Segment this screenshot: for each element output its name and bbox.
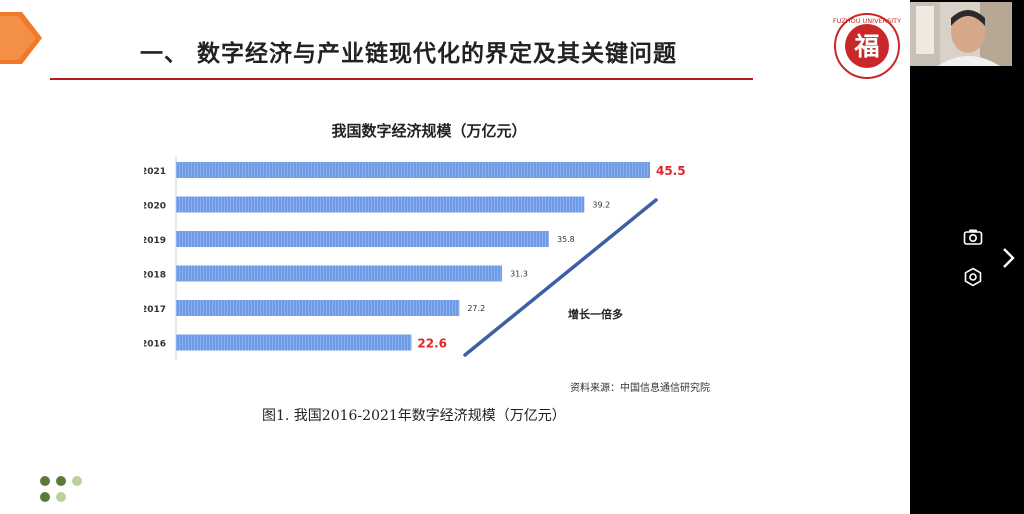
bar-2016	[176, 334, 412, 351]
chart-source: 资料来源：中国信息通信研究院	[570, 383, 710, 394]
bar-chart: 2021 45.5 2020 39.2 2019 35.8 2018 31.3 2017 27.2…	[144, 156, 686, 360]
slide: 一、 数字经济与产业链现代化的界定及其关键问题 福 FUZHOU UNIVERS…	[0, 0, 910, 514]
corner-decoration	[0, 12, 42, 64]
bar-2017	[176, 300, 460, 316]
category-label-2016: 2016	[144, 340, 166, 350]
svg-text:福: 福	[853, 32, 879, 61]
bar-2020	[176, 196, 585, 213]
value-label-2016: 22.6	[417, 337, 447, 351]
category-label-2021: 2021	[144, 167, 166, 177]
chevron-right-icon[interactable]	[1000, 246, 1018, 270]
category-label-2018: 2018	[144, 271, 166, 281]
chart-title: 我国数字经济规模（万亿元）	[331, 122, 527, 140]
category-label-2017: 2017	[144, 305, 166, 315]
focus-icon[interactable]	[963, 267, 983, 287]
category-label-2019: 2019	[144, 236, 166, 246]
camera-icon[interactable]	[963, 228, 983, 246]
growth-arrow	[463, 198, 658, 357]
bar-2019	[176, 231, 549, 247]
value-label-2018: 31.3	[510, 270, 528, 279]
figure-caption: 图1. 我国2016-2021年数字经济规模（万亿元）	[262, 408, 566, 424]
bar-2018	[176, 265, 503, 282]
value-label-2021: 45.5	[656, 164, 686, 178]
value-label-2020: 39.2	[592, 201, 610, 210]
growth-annotation: 增长一倍多	[568, 307, 623, 321]
webcam-thumbnail[interactable]	[910, 2, 1012, 66]
category-label-2020: 2020	[144, 202, 166, 212]
svg-text:FUZHOU UNIVERSITY: FUZHOU UNIVERSITY	[833, 17, 901, 25]
slide-title: 一、 数字经济与产业链现代化的界定及其关键问题	[140, 41, 678, 67]
university-logo: 福 FUZHOU UNIVERSITY	[833, 13, 901, 79]
value-label-2017: 27.2	[467, 304, 485, 313]
chart-panel: 2021 45.5 2020 39.2 2019 35.8 2018 31.3 2017 27.2…	[144, 112, 714, 396]
title-divider	[50, 78, 753, 80]
bar-2021	[176, 162, 650, 178]
video-side-panel	[910, 0, 1024, 514]
presenter-video	[910, 2, 1012, 66]
value-label-2019: 35.8	[557, 235, 575, 244]
